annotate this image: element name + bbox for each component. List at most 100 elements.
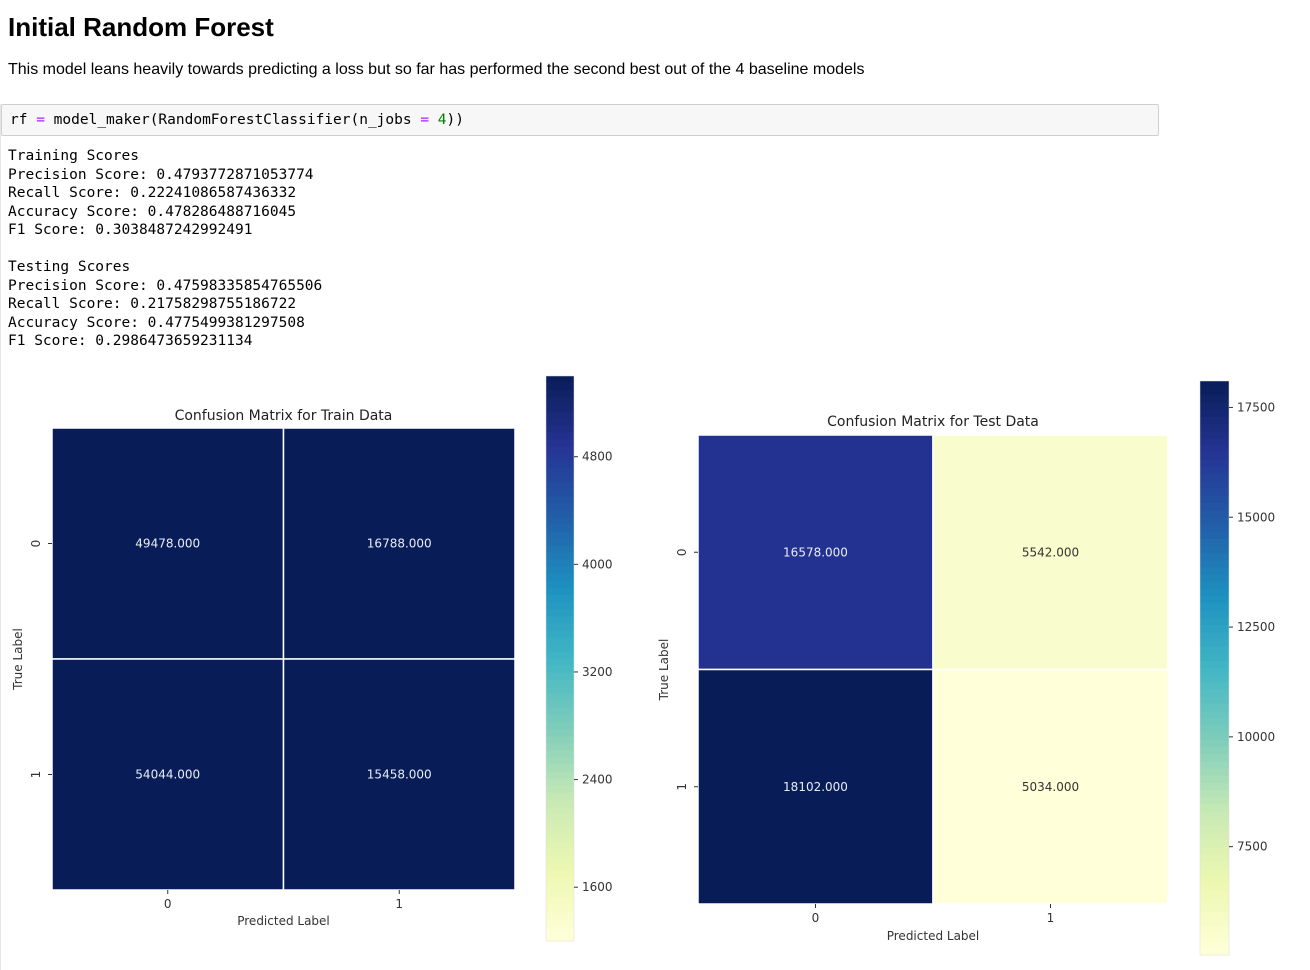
x-axis-label: Predicted Label: [887, 929, 980, 943]
colorbar-segment: [546, 870, 574, 879]
colorbar-segment: [546, 376, 574, 384]
colorbar-segment: [546, 919, 574, 928]
colorbar-segment: [1200, 904, 1229, 913]
colorbar-segment: [546, 481, 574, 490]
heatmap-cell: [282, 427, 516, 660]
output-line: Accuracy Score: 0.478286488716045: [8, 203, 297, 220]
code-line[interactable]: rf = model_maker(RandomForestClassifier(…: [10, 112, 464, 128]
cell-left-rule: [0, 104, 1, 970]
colorbar-segment: [546, 736, 574, 744]
y-tick-label: 1: [675, 783, 689, 791]
colorbar-segment: [1200, 675, 1229, 683]
cell-output: Training Scores Precision Score: 0.47937…: [8, 147, 322, 351]
colorbar-segment: [546, 559, 574, 568]
colorbar-segment: [546, 693, 574, 702]
colorbar-segment: [1200, 531, 1229, 540]
colorbar-segment: [546, 884, 574, 893]
colorbar-segment: [546, 750, 574, 758]
colorbar-segment: [546, 432, 574, 441]
colorbar-segment: [1200, 560, 1229, 569]
colorbar-segment: [1200, 431, 1229, 439]
colorbar-segment: [1200, 581, 1229, 590]
x-tick-label: 1: [395, 897, 403, 911]
colorbar-segment: [1200, 897, 1229, 906]
colorbar-segment: [546, 623, 574, 631]
x-axis-label: Predicted Label: [237, 914, 330, 928]
colorbar-segment: [546, 467, 574, 476]
colorbar-tick-label: 2400: [582, 773, 613, 787]
colorbar-segment: [546, 778, 574, 787]
chart-title: Confusion Matrix for Test Data: [827, 414, 1039, 430]
colorbar-tick-label: 1600: [582, 880, 613, 894]
code-kwarg-operator: =: [420, 112, 430, 128]
colorbar-segment: [546, 729, 574, 737]
colorbar-segment: [1200, 517, 1229, 526]
colorbar-segment: [546, 792, 574, 801]
output-line: Recall Score: 0.22241086587436332: [8, 185, 297, 201]
colorbar-segment: [1200, 416, 1229, 425]
colorbar-segment: [546, 496, 574, 504]
colorbar-segment: [546, 785, 574, 794]
output-line: F1 Score: 0.2986473659231134: [8, 333, 253, 349]
colorbar-tick-label: 10000: [1237, 730, 1275, 744]
colorbar-segment: [546, 580, 574, 589]
colorbar-segment: [1200, 459, 1229, 468]
colorbar-segment: [546, 397, 574, 405]
colorbar-segment: [546, 799, 574, 808]
output-line: Recall Score: 0.21758298755186722: [8, 296, 297, 312]
colorbar-segment: [1200, 911, 1229, 920]
colorbar-segment: [1200, 818, 1229, 827]
colorbar-tick-label: 4800: [582, 450, 613, 464]
colorbar-segment: [1200, 424, 1229, 432]
colorbar-tick-label: 12500: [1237, 620, 1275, 634]
section-heading: Initial Random Forest: [8, 12, 274, 42]
colorbar-tick-label: 15000: [1237, 510, 1275, 524]
colorbar-segment: [1200, 883, 1229, 892]
colorbar-segment: [1200, 718, 1229, 726]
colorbar-segment: [546, 383, 574, 391]
colorbar-segment: [546, 849, 574, 857]
colorbar-segment: [546, 566, 574, 575]
colorbar-segment: [1200, 919, 1229, 927]
output-line: F1 Score: 0.3038487242992491: [8, 222, 253, 238]
cell-annotation: 16788.000: [367, 537, 432, 551]
colorbar-segment: [1200, 840, 1229, 848]
cell-annotation: 15458.000: [367, 768, 432, 782]
colorbar-segment: [1200, 847, 1229, 856]
colorbar-segment: [1200, 445, 1229, 454]
y-axis-label: True Label: [657, 639, 671, 702]
colorbar-segment: [546, 686, 574, 695]
colorbar-segment: [1200, 754, 1229, 762]
colorbar-segment: [546, 828, 574, 836]
colorbar-segment: [1200, 660, 1229, 669]
colorbar-segment: [1200, 833, 1229, 841]
colorbar-segment: [546, 898, 574, 907]
colorbar-segment: [546, 510, 574, 518]
colorbar-segment: [546, 891, 574, 900]
code-call-close: )): [446, 112, 464, 128]
colorbar-segment: [1200, 402, 1229, 411]
x-tick-label: 1: [1047, 911, 1055, 925]
colorbar-segment: [546, 926, 574, 935]
colorbar-segment: [1200, 739, 1229, 748]
colorbar-segment: [546, 757, 574, 766]
colorbar-segment: [1200, 746, 1229, 755]
x-tick-label: 0: [812, 911, 820, 925]
colorbar-segment: [1200, 495, 1229, 504]
code-variable: rf: [10, 112, 28, 128]
colorbar-segment: [546, 637, 574, 645]
colorbar-segment: [1200, 761, 1229, 770]
y-tick-label: 0: [675, 548, 689, 556]
colorbar-segment: [1200, 388, 1229, 396]
colorbar-segment: [546, 453, 574, 462]
heatmap-cell: [697, 668, 934, 905]
x-tick-label: 0: [164, 897, 172, 911]
colorbar-segment: [546, 905, 574, 914]
colorbar-tick-label: 4000: [582, 557, 613, 571]
colorbar-segment: [1200, 789, 1229, 798]
colorbar-segment: [1200, 797, 1229, 805]
colorbar-segment: [546, 594, 574, 603]
code-cell[interactable]: rf = model_maker(RandomForestClassifier(…: [1, 104, 1159, 136]
output-line: Accuracy Score: 0.4775499381297508: [8, 314, 305, 331]
cell-annotation: 18102.000: [783, 780, 848, 794]
